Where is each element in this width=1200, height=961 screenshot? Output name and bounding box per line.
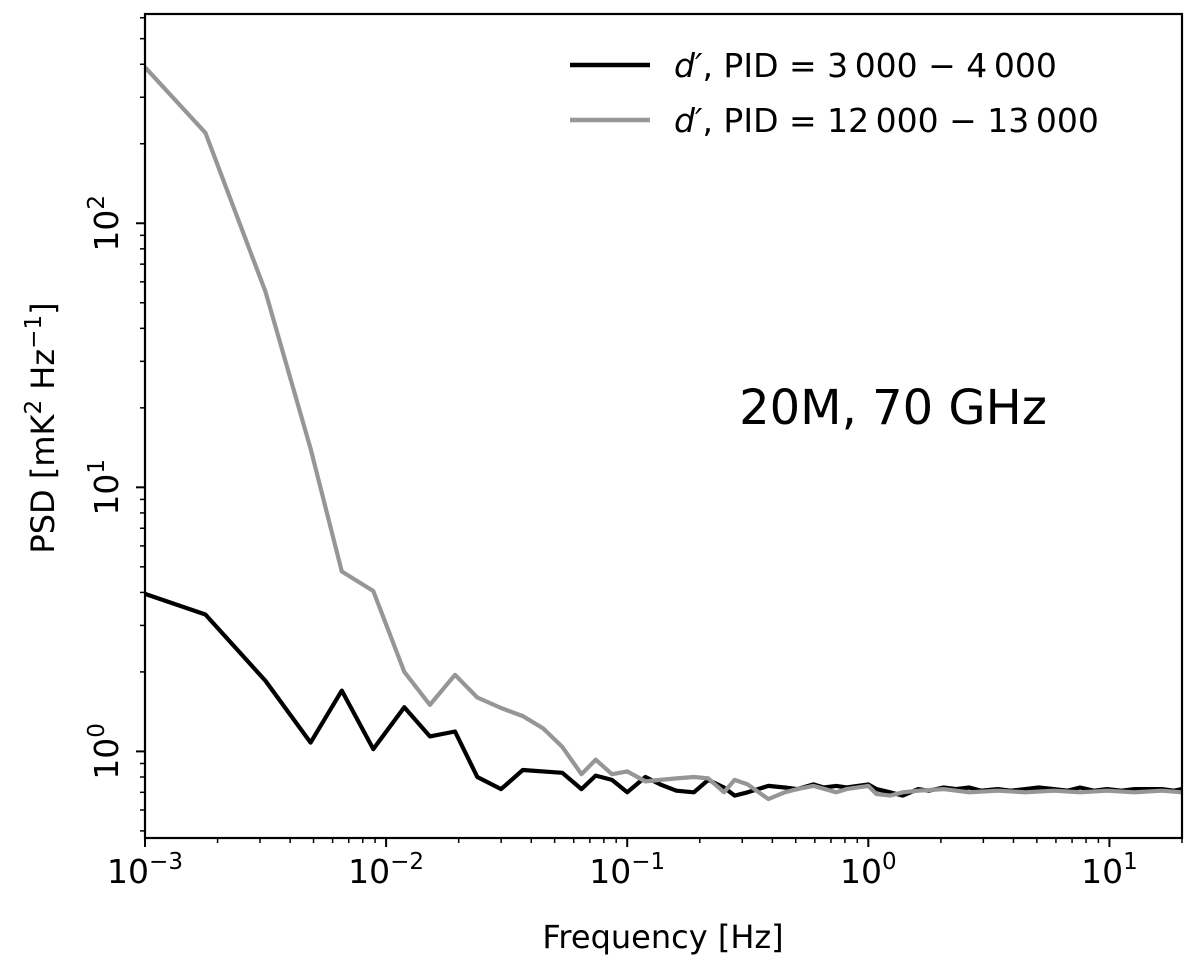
legend-label-series-0: d′, PID = 3 000 − 4 000 bbox=[674, 46, 1057, 85]
y-tick-exp: 2 bbox=[84, 195, 110, 210]
y-tick-base: 10 bbox=[87, 474, 126, 516]
legend: d′, PID = 3 000 − 4 000 d′, PID = 12 000… bbox=[570, 46, 1099, 140]
x-tick-label-2: 10−1 bbox=[589, 849, 665, 891]
y-tick-exp: 0 bbox=[84, 723, 110, 738]
x-tick-exp: 0 bbox=[882, 849, 897, 875]
x-tick-base: 10 bbox=[348, 852, 390, 891]
x-tick-exp: −3 bbox=[149, 849, 183, 875]
x-tick-base: 10 bbox=[1081, 852, 1123, 891]
legend-italic-series-0: d′ bbox=[674, 46, 703, 85]
y-label-suffix: ] bbox=[24, 302, 62, 314]
y-tick-label-0: 100 bbox=[84, 723, 126, 780]
series-layer bbox=[143, 65, 1183, 802]
legend-rest-series-1: , PID = 12 000 − 13 000 bbox=[702, 101, 1098, 140]
x-tick-label-0: 10−3 bbox=[107, 849, 183, 891]
y-label-mid: Hz bbox=[24, 349, 62, 400]
y-tick-base: 10 bbox=[87, 738, 126, 780]
x-tick-exp: −1 bbox=[631, 849, 665, 875]
x-tick-label-1: 10−2 bbox=[348, 849, 424, 891]
series-line-1 bbox=[143, 65, 1183, 802]
y-tick-exp: 1 bbox=[84, 459, 110, 474]
x-tick-base: 10 bbox=[589, 852, 631, 891]
x-tick-exp: 1 bbox=[1123, 849, 1138, 875]
plot-background bbox=[145, 14, 1182, 838]
x-axis-label: Frequency [Hz] bbox=[542, 918, 783, 956]
x-tick-base: 10 bbox=[107, 852, 149, 891]
legend-italic-series-1: d′ bbox=[674, 101, 703, 140]
legend-label-series-1: d′, PID = 12 000 − 13 000 bbox=[674, 101, 1099, 140]
plot-frame bbox=[143, 12, 1184, 840]
x-tick-base: 10 bbox=[840, 852, 882, 891]
y-axis-label: PSD [mK2 Hz−1] bbox=[21, 302, 62, 553]
x-tick-label-4: 101 bbox=[1081, 849, 1138, 891]
y-label-sq: 2 bbox=[21, 400, 47, 415]
y-tick-label-2: 102 bbox=[84, 195, 126, 252]
y-tick-label-1: 101 bbox=[84, 459, 126, 516]
y-label-exp: −1 bbox=[21, 315, 47, 349]
legend-rest-series-0: , PID = 3 000 − 4 000 bbox=[702, 46, 1056, 85]
chart-annotation: 20M, 70 GHz bbox=[739, 380, 1047, 436]
major-ticks bbox=[136, 222, 1111, 847]
x-tick-exp: −2 bbox=[390, 849, 424, 875]
y-label-prefix: PSD [mK bbox=[24, 413, 62, 553]
y-tick-base: 10 bbox=[87, 210, 126, 252]
x-tick-label-3: 100 bbox=[840, 849, 897, 891]
